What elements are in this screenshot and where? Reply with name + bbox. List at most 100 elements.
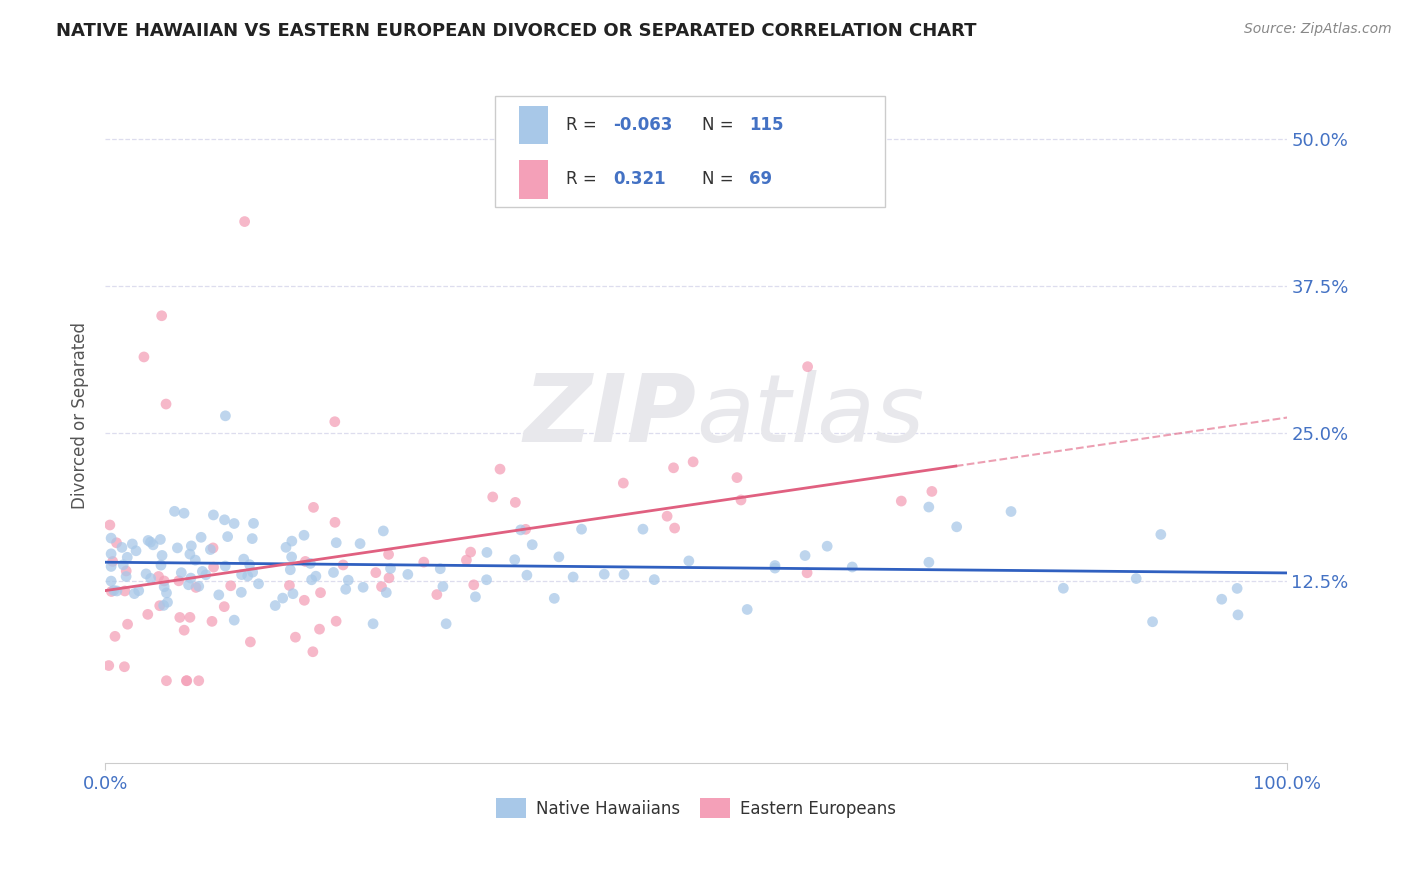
Point (763, 561, 786, 575)
Point (612, 476, 634, 491)
Point (214, 559, 236, 574)
Point (543, 591, 565, 606)
Point (292, 528, 315, 542)
Point (294, 554, 316, 568)
Point (364, 566, 387, 580)
Point (247, 576, 270, 591)
Point (231, 567, 253, 582)
Point (332, 558, 354, 572)
Point (302, 645, 325, 659)
Point (361, 616, 384, 631)
Point (155, 397, 177, 411)
Point (177, 578, 200, 592)
Point (128, 583, 150, 598)
Point (643, 573, 665, 587)
Point (522, 538, 544, 552)
Point (475, 545, 498, 559)
Point (735, 602, 758, 616)
Point (323, 415, 346, 429)
Point (323, 516, 346, 530)
Point (163, 504, 186, 518)
Point (117, 617, 139, 632)
Point (918, 500, 941, 514)
Point (377, 548, 399, 562)
Point (104, 629, 127, 643)
Point (214, 409, 236, 423)
Point (945, 520, 967, 534)
Point (678, 554, 700, 568)
Point (655, 509, 678, 524)
Point (274, 541, 297, 555)
Text: Source: ZipAtlas.com: Source: ZipAtlas.com (1244, 22, 1392, 37)
Point (460, 545, 482, 559)
Point (136, 607, 159, 622)
Point (239, 635, 262, 649)
Point (516, 568, 538, 582)
Point (121, 537, 143, 551)
Point (271, 591, 294, 606)
Point (921, 484, 943, 499)
Point (208, 588, 231, 602)
Text: -0.063: -0.063 (613, 116, 672, 134)
Point (1142, 615, 1164, 629)
Point (682, 455, 704, 469)
Point (105, 535, 128, 549)
Point (730, 493, 752, 508)
Text: R =: R = (567, 170, 602, 188)
Point (325, 614, 347, 628)
Point (176, 673, 198, 688)
Point (352, 580, 374, 594)
Point (463, 578, 485, 592)
Point (280, 549, 302, 564)
Point (135, 566, 157, 581)
Point (322, 566, 344, 580)
Point (155, 673, 177, 688)
Point (142, 538, 165, 552)
Point (763, 558, 786, 573)
Point (98, 518, 121, 533)
Point (149, 533, 172, 547)
Text: ZIP: ZIP (523, 370, 696, 462)
Point (184, 581, 207, 595)
Point (242, 565, 264, 579)
Point (125, 543, 148, 558)
Point (841, 560, 863, 574)
Point (149, 558, 172, 573)
Point (593, 567, 616, 582)
Point (219, 579, 242, 593)
Point (796, 359, 818, 374)
Point (139, 535, 162, 549)
Point (547, 549, 569, 564)
Point (264, 599, 287, 613)
Point (662, 460, 685, 475)
Point (1211, 592, 1233, 607)
Point (187, 579, 209, 593)
Point (201, 615, 224, 629)
Point (725, 470, 748, 484)
Point (97, 658, 120, 673)
Text: 69: 69 (749, 170, 772, 188)
Point (1000, 504, 1022, 518)
Point (202, 560, 225, 574)
Point (378, 571, 401, 585)
Point (664, 521, 686, 535)
Point (1226, 582, 1249, 596)
Point (212, 599, 235, 614)
Point (325, 535, 347, 549)
FancyBboxPatch shape (519, 161, 548, 199)
Point (180, 571, 202, 585)
Point (115, 569, 138, 583)
Text: 0.321: 0.321 (613, 170, 666, 188)
Text: NATIVE HAWAIIAN VS EASTERN EUROPEAN DIVORCED OR SEPARATED CORRELATION CHART: NATIVE HAWAIIAN VS EASTERN EUROPEAN DIVO… (56, 22, 977, 40)
Point (380, 561, 402, 575)
Point (132, 350, 155, 364)
Point (155, 586, 177, 600)
Point (200, 542, 222, 557)
Point (412, 555, 434, 569)
Point (184, 553, 207, 567)
Point (156, 595, 179, 609)
Point (349, 536, 371, 550)
Point (190, 530, 212, 544)
Point (509, 523, 531, 537)
Point (124, 586, 146, 600)
